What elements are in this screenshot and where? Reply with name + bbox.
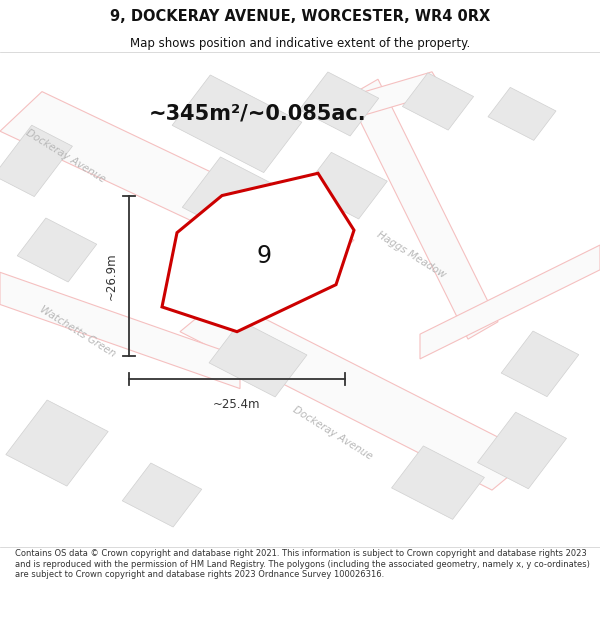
Polygon shape — [162, 173, 354, 332]
Polygon shape — [348, 72, 444, 116]
Polygon shape — [501, 331, 579, 397]
Text: ~25.4m: ~25.4m — [213, 398, 261, 411]
Polygon shape — [392, 446, 484, 519]
Polygon shape — [180, 297, 534, 490]
Polygon shape — [420, 245, 600, 359]
Polygon shape — [209, 321, 307, 397]
Polygon shape — [17, 218, 97, 282]
Text: 9, DOCKERAY AVENUE, WORCESTER, WR4 0RX: 9, DOCKERAY AVENUE, WORCESTER, WR4 0RX — [110, 9, 490, 24]
Polygon shape — [299, 72, 379, 136]
Text: Contains OS data © Crown copyright and database right 2021. This information is : Contains OS data © Crown copyright and d… — [15, 549, 590, 579]
Polygon shape — [348, 79, 498, 339]
Polygon shape — [303, 152, 387, 219]
Text: Dockeray Avenue: Dockeray Avenue — [292, 404, 374, 462]
Text: 9: 9 — [257, 244, 271, 268]
Polygon shape — [488, 88, 556, 141]
Text: Watchetts Green: Watchetts Green — [38, 304, 118, 359]
Polygon shape — [122, 463, 202, 527]
Text: ~345m²/~0.085ac.: ~345m²/~0.085ac. — [149, 104, 367, 124]
Polygon shape — [172, 75, 302, 172]
Polygon shape — [6, 400, 108, 486]
Text: Dockeray Avenue: Dockeray Avenue — [25, 127, 107, 184]
Polygon shape — [182, 157, 292, 244]
Text: ~26.9m: ~26.9m — [105, 252, 118, 300]
Polygon shape — [403, 73, 473, 130]
Polygon shape — [0, 92, 354, 278]
Text: Haggs Meadow: Haggs Meadow — [375, 230, 447, 280]
Polygon shape — [478, 412, 566, 489]
Polygon shape — [0, 272, 240, 389]
Polygon shape — [0, 125, 73, 197]
Text: Map shows position and indicative extent of the property.: Map shows position and indicative extent… — [130, 38, 470, 51]
